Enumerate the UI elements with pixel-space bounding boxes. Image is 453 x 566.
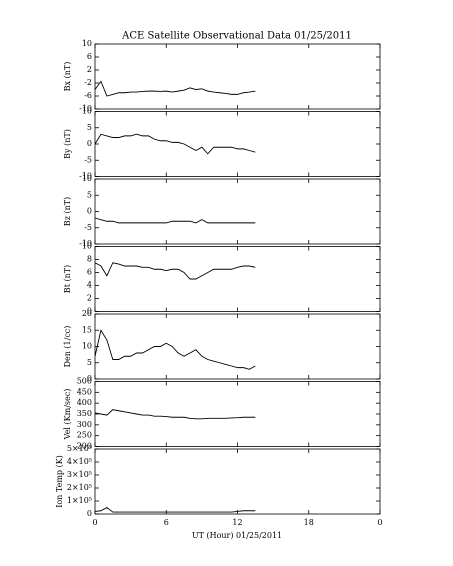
y-tick-label: 5×10⁵ bbox=[67, 444, 92, 453]
y-tick-label: 2 bbox=[87, 65, 92, 74]
panel-frame bbox=[94, 246, 381, 312]
x-tick-label: 0 bbox=[377, 518, 382, 527]
x-tick-label: 6 bbox=[164, 518, 169, 527]
data-line bbox=[94, 506, 256, 513]
y-axis-label: Bx (nT) bbox=[63, 62, 72, 92]
y-axis-label: Vel (Km/sec) bbox=[63, 389, 72, 441]
y-tick-label: -5 bbox=[84, 223, 92, 232]
data-line bbox=[94, 133, 256, 155]
data-line bbox=[94, 329, 256, 370]
y-tick-label: 450 bbox=[77, 387, 92, 396]
y-tick-label: 2 bbox=[87, 294, 92, 303]
y-tick-label: 10 bbox=[82, 107, 92, 116]
y-tick-label: 250 bbox=[77, 431, 92, 440]
y-tick-label: 10 bbox=[82, 242, 92, 251]
panel-frame bbox=[94, 313, 381, 380]
x-tick-label: 0 bbox=[92, 518, 97, 527]
y-tick-label: 0 bbox=[87, 374, 92, 383]
y-tick-label: 10 bbox=[82, 342, 92, 351]
y-tick-label: 300 bbox=[77, 420, 92, 429]
y-axis-label: Bt (nT) bbox=[63, 265, 72, 293]
y-tick-label: -10 bbox=[79, 239, 92, 248]
x-tick-label: 18 bbox=[304, 518, 314, 527]
y-tick-label: -5 bbox=[84, 155, 92, 164]
y-tick-label: 20 bbox=[82, 309, 92, 318]
y-tick-label: 400 bbox=[77, 398, 92, 407]
panel-frame bbox=[94, 448, 381, 515]
y-tick-label: 10 bbox=[82, 39, 92, 48]
y-axis-label: By (nT) bbox=[63, 129, 72, 159]
y-tick-label: 0 bbox=[87, 509, 92, 518]
data-line bbox=[94, 262, 256, 280]
y-tick-label: 500 bbox=[77, 377, 92, 386]
panel-frame bbox=[94, 111, 381, 177]
y-tick-label: 2×10⁵ bbox=[67, 483, 92, 492]
y-tick-label: -10 bbox=[79, 104, 92, 113]
chart-title: ACE Satellite Observational Data 01/25/2… bbox=[121, 31, 352, 42]
data-line bbox=[94, 409, 256, 420]
y-tick-label: 10 bbox=[82, 174, 92, 183]
y-tick-label: 0 bbox=[87, 307, 92, 316]
y-tick-label: -10 bbox=[79, 172, 92, 181]
y-tick-label: 350 bbox=[77, 409, 92, 418]
y-tick-label: 200 bbox=[77, 442, 92, 451]
panel-frame bbox=[94, 178, 381, 245]
data-line bbox=[94, 217, 256, 224]
panel-frame bbox=[94, 43, 381, 110]
y-tick-label: 3×10⁵ bbox=[67, 470, 92, 479]
y-axis-label: Bz (nT) bbox=[63, 197, 72, 226]
y-tick-label: 4×10⁵ bbox=[67, 457, 92, 466]
y-tick-label: 5 bbox=[87, 190, 92, 199]
x-axis-label: UT (Hour) 01/25/2011 bbox=[192, 531, 282, 540]
y-tick-label: 15 bbox=[82, 325, 92, 334]
y-tick-label: 6 bbox=[87, 268, 92, 277]
y-tick-label: 0 bbox=[87, 207, 92, 216]
y-tick-label: 4 bbox=[87, 281, 92, 290]
x-tick-label: 12 bbox=[232, 518, 242, 527]
y-tick-label: 1×10⁵ bbox=[67, 496, 92, 505]
y-tick-label: -2 bbox=[84, 78, 92, 87]
y-tick-label: 8 bbox=[87, 255, 92, 264]
y-tick-label: 5 bbox=[87, 123, 92, 132]
y-axis-label: Den (1/cc) bbox=[63, 326, 72, 368]
y-tick-label: 0 bbox=[87, 139, 92, 148]
y-tick-label: 5 bbox=[87, 358, 92, 367]
y-axis-label: Ion Temp (K) bbox=[55, 455, 64, 508]
y-tick-label: 6 bbox=[87, 52, 92, 61]
y-tick-label: -6 bbox=[84, 91, 92, 100]
data-line bbox=[94, 80, 256, 97]
